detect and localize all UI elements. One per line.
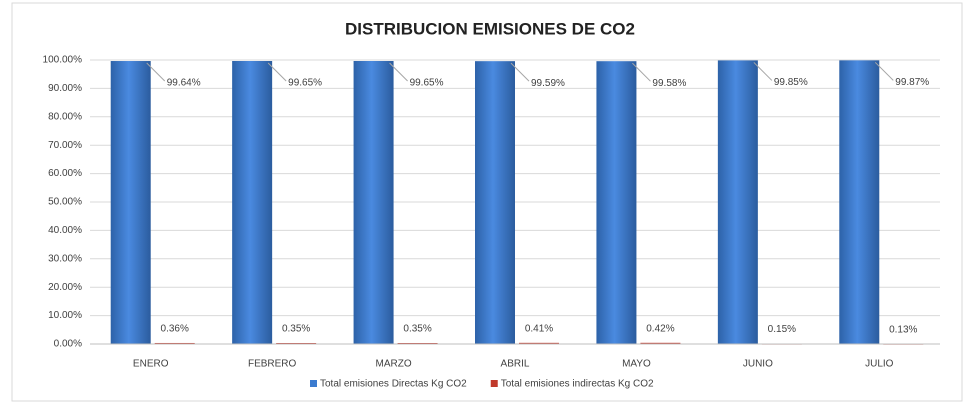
data-label: 0.42% <box>646 323 674 334</box>
data-label: 0.35% <box>403 324 431 335</box>
data-label: 99.85% <box>774 77 808 88</box>
y-tick-label: 50.00% <box>48 197 82 208</box>
x-tick-label: MAYO <box>622 359 651 370</box>
bar <box>110 61 151 344</box>
y-tick-label: 40.00% <box>48 225 82 236</box>
y-tick-label: 0.00% <box>54 339 82 350</box>
legend-swatch <box>490 380 498 387</box>
data-label: 0.13% <box>889 324 917 335</box>
bar <box>717 60 758 345</box>
data-label: 0.35% <box>282 324 310 335</box>
y-tick-label: 20.00% <box>48 282 82 293</box>
data-label: 99.65% <box>288 78 322 89</box>
y-tick-label: 10.00% <box>48 310 82 321</box>
x-tick-label: JULIO <box>865 359 894 370</box>
bar <box>519 342 559 344</box>
y-tick-label: 90.00% <box>48 83 82 94</box>
x-tick-label: ABRIL <box>501 359 530 370</box>
x-tick-label: FEBRERO <box>248 359 297 370</box>
bar <box>232 60 273 345</box>
data-label: 99.58% <box>652 78 686 89</box>
leader-line <box>510 62 530 82</box>
leader-line <box>874 62 894 81</box>
leader-line <box>632 62 651 82</box>
data-label: 99.64% <box>167 78 201 89</box>
y-tick-label: 80.00% <box>48 111 82 122</box>
data-label: 99.59% <box>531 78 565 89</box>
y-tick-label: 100.00% <box>43 55 83 66</box>
x-tick-label: ENERO <box>133 359 169 370</box>
leader-line <box>753 62 773 81</box>
leader-line <box>146 62 166 82</box>
x-tick-label: MARZO <box>376 359 412 370</box>
bar <box>154 342 195 344</box>
y-tick-label: 70.00% <box>48 140 82 151</box>
legend-label: Total emisiones Directas Kg CO2 <box>320 379 467 390</box>
bar <box>596 61 637 344</box>
bar <box>640 342 681 344</box>
data-label: 0.36% <box>161 324 189 335</box>
leader-line <box>389 62 408 82</box>
bar <box>475 61 515 344</box>
legend-label: Total emisiones indirectas Kg CO2 <box>501 379 654 390</box>
bar <box>839 60 880 344</box>
data-label: 99.87% <box>895 77 929 88</box>
data-label: 0.41% <box>525 323 553 334</box>
leader-line <box>267 62 287 82</box>
x-tick-label: JUNIO <box>743 359 773 370</box>
data-label: 0.15% <box>768 324 796 335</box>
bar <box>353 60 394 345</box>
chart-title: DISTRIBUCION EMISIONES DE CO2 <box>345 19 635 38</box>
legend-swatch <box>310 380 317 387</box>
y-tick-label: 60.00% <box>48 168 82 179</box>
data-label: 99.65% <box>410 78 444 89</box>
y-tick-label: 30.00% <box>48 253 82 264</box>
